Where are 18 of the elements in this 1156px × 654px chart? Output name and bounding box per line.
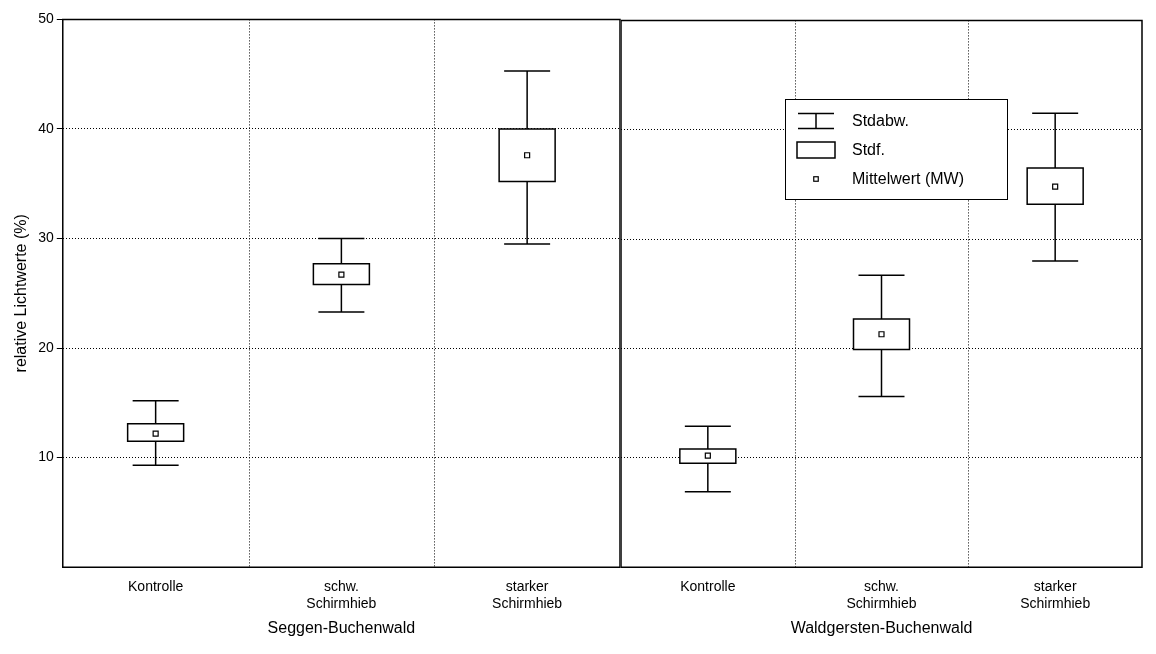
x-tick-label: schw. Schirmhieb <box>846 578 917 612</box>
key-panel: Stdabw. Stdf. Mittelwert (MW) <box>785 99 1008 200</box>
y-tick-label: 10 <box>38 448 54 465</box>
y-tick-label: 50 <box>38 10 54 27</box>
x-tick-label: starker Schirmhieb <box>1020 578 1091 612</box>
y-axis-title: relative Lichtwerte (%) <box>12 214 30 373</box>
y-tick-label: 40 <box>38 119 54 136</box>
annotation: Mittelwert (MW) <box>852 169 964 188</box>
x-tick-label: Kontrolle <box>680 578 736 595</box>
x-axis-title: Waldgersten-Buchenwald <box>790 618 973 636</box>
annotation: Stdabw. <box>852 111 909 130</box>
x-tick-label: starker Schirmhieb <box>492 578 563 612</box>
x-axis-title: Seggen-Buchenwald <box>267 618 416 636</box>
x-tick-label: schw. Schirmhieb <box>306 578 377 612</box>
y-tick-label: 20 <box>38 338 54 355</box>
annotation: Stdf. <box>852 140 885 159</box>
x-tick-label: Kontrolle <box>128 578 184 595</box>
y-tick-label: 30 <box>38 229 54 246</box>
